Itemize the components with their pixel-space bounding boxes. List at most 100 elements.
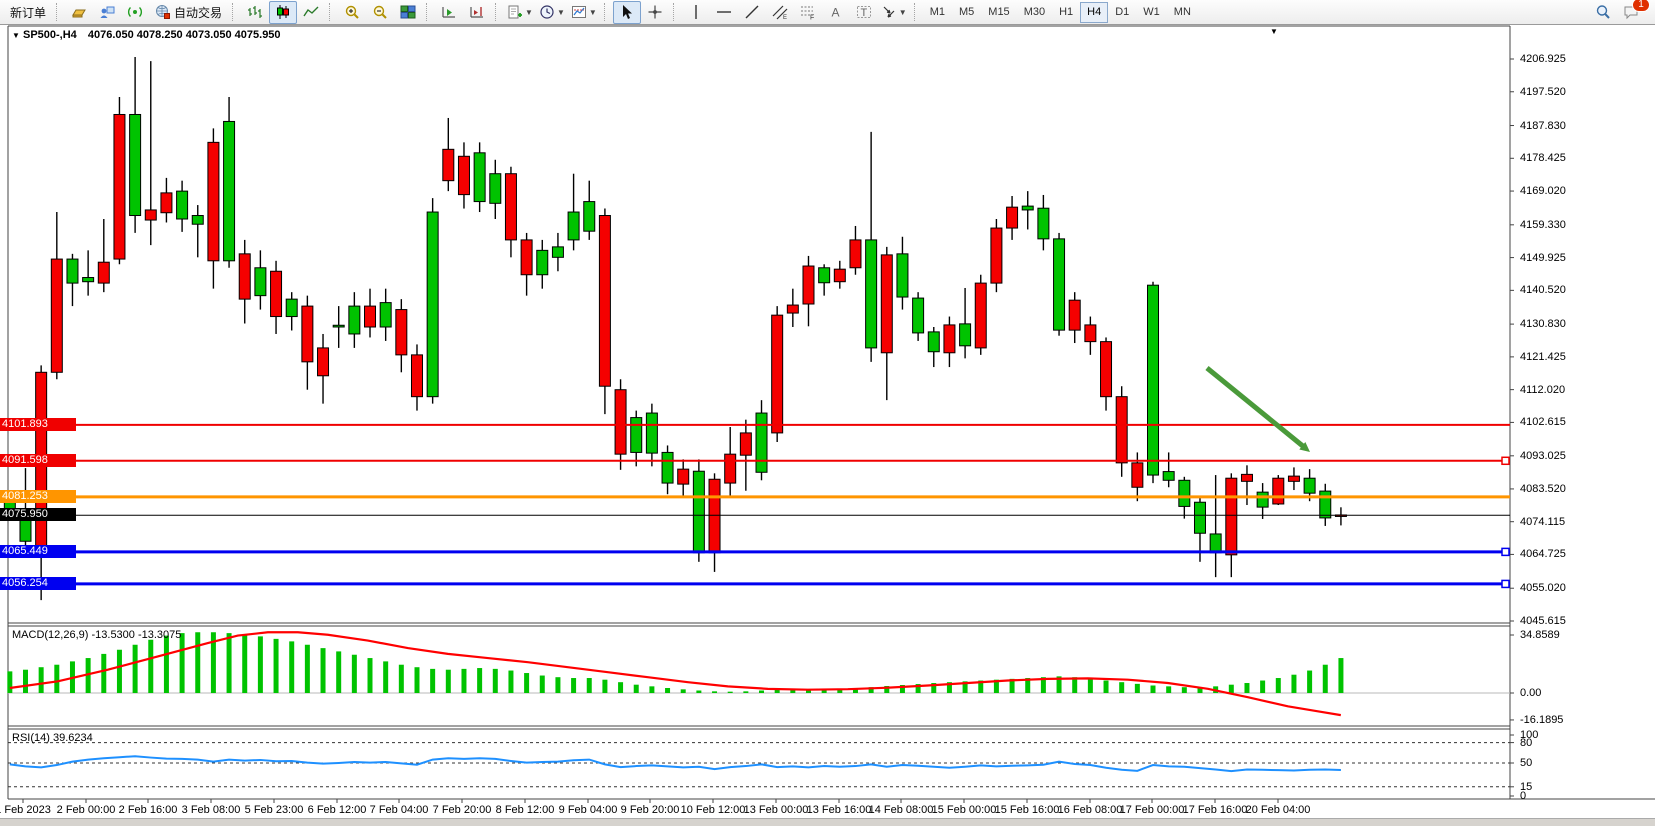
timeframe-d1[interactable]: D1 <box>1115 6 1130 18</box>
candle-body <box>207 141 220 262</box>
fibonacci-button[interactable]: F <box>794 1 822 24</box>
trend-arrow-head[interactable] <box>1299 442 1310 452</box>
timeframe-m1[interactable]: M1 <box>929 6 945 18</box>
notification-badge: 1 <box>1632 0 1650 12</box>
candle-body <box>943 324 956 354</box>
arrows-button[interactable]: ▼ <box>878 1 910 24</box>
new-chart-button[interactable]: ▼ <box>504 1 536 24</box>
candlestick-chart-button[interactable] <box>269 0 298 24</box>
vertical-line-button[interactable] <box>682 1 710 24</box>
candle-body <box>959 323 972 347</box>
notifications-button[interactable]: 1 <box>1617 0 1650 24</box>
candle-body <box>1256 491 1269 508</box>
candle-body <box>786 304 799 314</box>
time-axis-label: 16 Feb 08:00 <box>1057 804 1123 816</box>
candle-body <box>1021 205 1034 211</box>
window-bottom-edge <box>0 818 1655 826</box>
rsi-axis-label: 15 <box>1520 780 1533 793</box>
chart-shift-marker[interactable]: ▼ <box>1270 27 1278 36</box>
gold-ingot-button[interactable] <box>65 1 93 24</box>
price-axis-label: 4159.330 <box>1520 218 1566 231</box>
candlestick-chart-icon <box>277 5 290 19</box>
tile-windows-button[interactable] <box>394 1 422 24</box>
time-axis-label: 13 Feb 16:00 <box>806 804 872 816</box>
horizontal-line-button[interactable] <box>710 1 738 24</box>
auto-trading-button[interactable]: 自动交易 <box>149 1 228 24</box>
traders-button[interactable] <box>93 1 121 24</box>
price-axis-label: 4093.025 <box>1520 449 1566 462</box>
candle-body <box>1006 206 1019 229</box>
period-button[interactable]: ▼ <box>536 1 568 24</box>
time-axis-label: 2 Feb 00:00 <box>56 804 116 816</box>
bar-chart-icon <box>248 6 263 18</box>
candle-body <box>348 305 361 335</box>
chevron-down-icon: ▼ <box>898 7 907 17</box>
candle-body <box>1209 533 1222 554</box>
zoom-out-button[interactable] <box>366 1 394 24</box>
candle-body <box>974 282 987 349</box>
candle-body <box>771 314 784 434</box>
new-chart-icon <box>508 5 523 19</box>
timeframe-h1[interactable]: H1 <box>1059 6 1074 18</box>
templates-button[interactable]: ▼ <box>568 1 600 24</box>
symbol-dropdown-icon[interactable]: ▼ <box>12 31 20 40</box>
candle-body <box>191 215 204 225</box>
signal-button[interactable] <box>121 1 149 24</box>
candle-body <box>896 253 909 298</box>
candle-body <box>1037 207 1050 240</box>
line-handle[interactable] <box>1501 547 1510 557</box>
templates-icon <box>571 6 586 18</box>
candle-body <box>833 268 846 283</box>
search-button[interactable] <box>1589 1 1617 24</box>
zoom-in-button[interactable] <box>338 1 366 24</box>
line-chart-button[interactable] <box>297 1 325 24</box>
timeframe-m30[interactable]: M30 <box>1023 6 1046 18</box>
price-axis-label: 4045.615 <box>1520 614 1566 627</box>
price-axis-label: 4112.020 <box>1520 383 1566 396</box>
price-tag: 4081.253 <box>0 489 76 503</box>
line-handle[interactable] <box>9 547 18 557</box>
chart-shift-button[interactable] <box>463 1 491 24</box>
candle-body <box>1178 479 1191 507</box>
time-axis-label: 7 Feb 20:00 <box>432 804 492 816</box>
bar-chart-button[interactable] <box>241 1 269 24</box>
timeframe-mn[interactable]: MN <box>1173 6 1191 18</box>
candle-body <box>661 451 674 484</box>
time-axis-label: 6 Feb 12:00 <box>307 804 367 816</box>
line-handle[interactable] <box>9 456 18 466</box>
text-label-button[interactable]: T <box>850 1 878 24</box>
toolbar-separator <box>426 3 431 21</box>
text-button[interactable]: A <box>822 1 850 24</box>
time-axis-label: 9 Feb 04:00 <box>558 804 618 816</box>
auto-scroll-button[interactable] <box>435 1 463 24</box>
candle-body <box>82 277 95 283</box>
timeframe-w1[interactable]: W1 <box>1143 6 1160 18</box>
candle-body <box>301 305 314 363</box>
time-axis-label: 17 Feb 16:00 <box>1182 804 1248 816</box>
gold-ingot-icon <box>72 9 86 18</box>
candle-body <box>645 412 658 454</box>
candle-body <box>473 152 486 203</box>
cursor-button[interactable] <box>612 0 641 24</box>
trend-arrow-annotation[interactable] <box>1205 366 1306 449</box>
candle-body <box>1240 473 1253 482</box>
time-axis-label: 15 Feb 16:00 <box>994 804 1060 816</box>
timeframe-m5[interactable]: M5 <box>959 6 975 18</box>
candle-body <box>708 478 721 554</box>
new-order-button[interactable]: 新订单 <box>4 1 52 24</box>
rsi-axis-label: 80 <box>1520 736 1533 749</box>
line-handle[interactable] <box>1501 456 1510 466</box>
line-handle[interactable] <box>9 579 18 589</box>
chevron-down-icon: ▼ <box>588 7 597 17</box>
timeframe-m15[interactable]: M15 <box>988 6 1010 18</box>
trend-line-button[interactable] <box>738 1 766 24</box>
line-handle[interactable] <box>1501 579 1510 589</box>
candle-body <box>489 173 502 204</box>
ohlc-values: 4076.050 4078.250 4073.050 4075.950 <box>87 29 281 41</box>
candle-body <box>880 254 893 354</box>
timeframe-h4[interactable]: H4 <box>1080 1 1109 23</box>
candle-body <box>990 227 1003 284</box>
crosshair-button[interactable] <box>641 1 669 24</box>
equidistant-channel-button[interactable]: E <box>766 1 794 24</box>
